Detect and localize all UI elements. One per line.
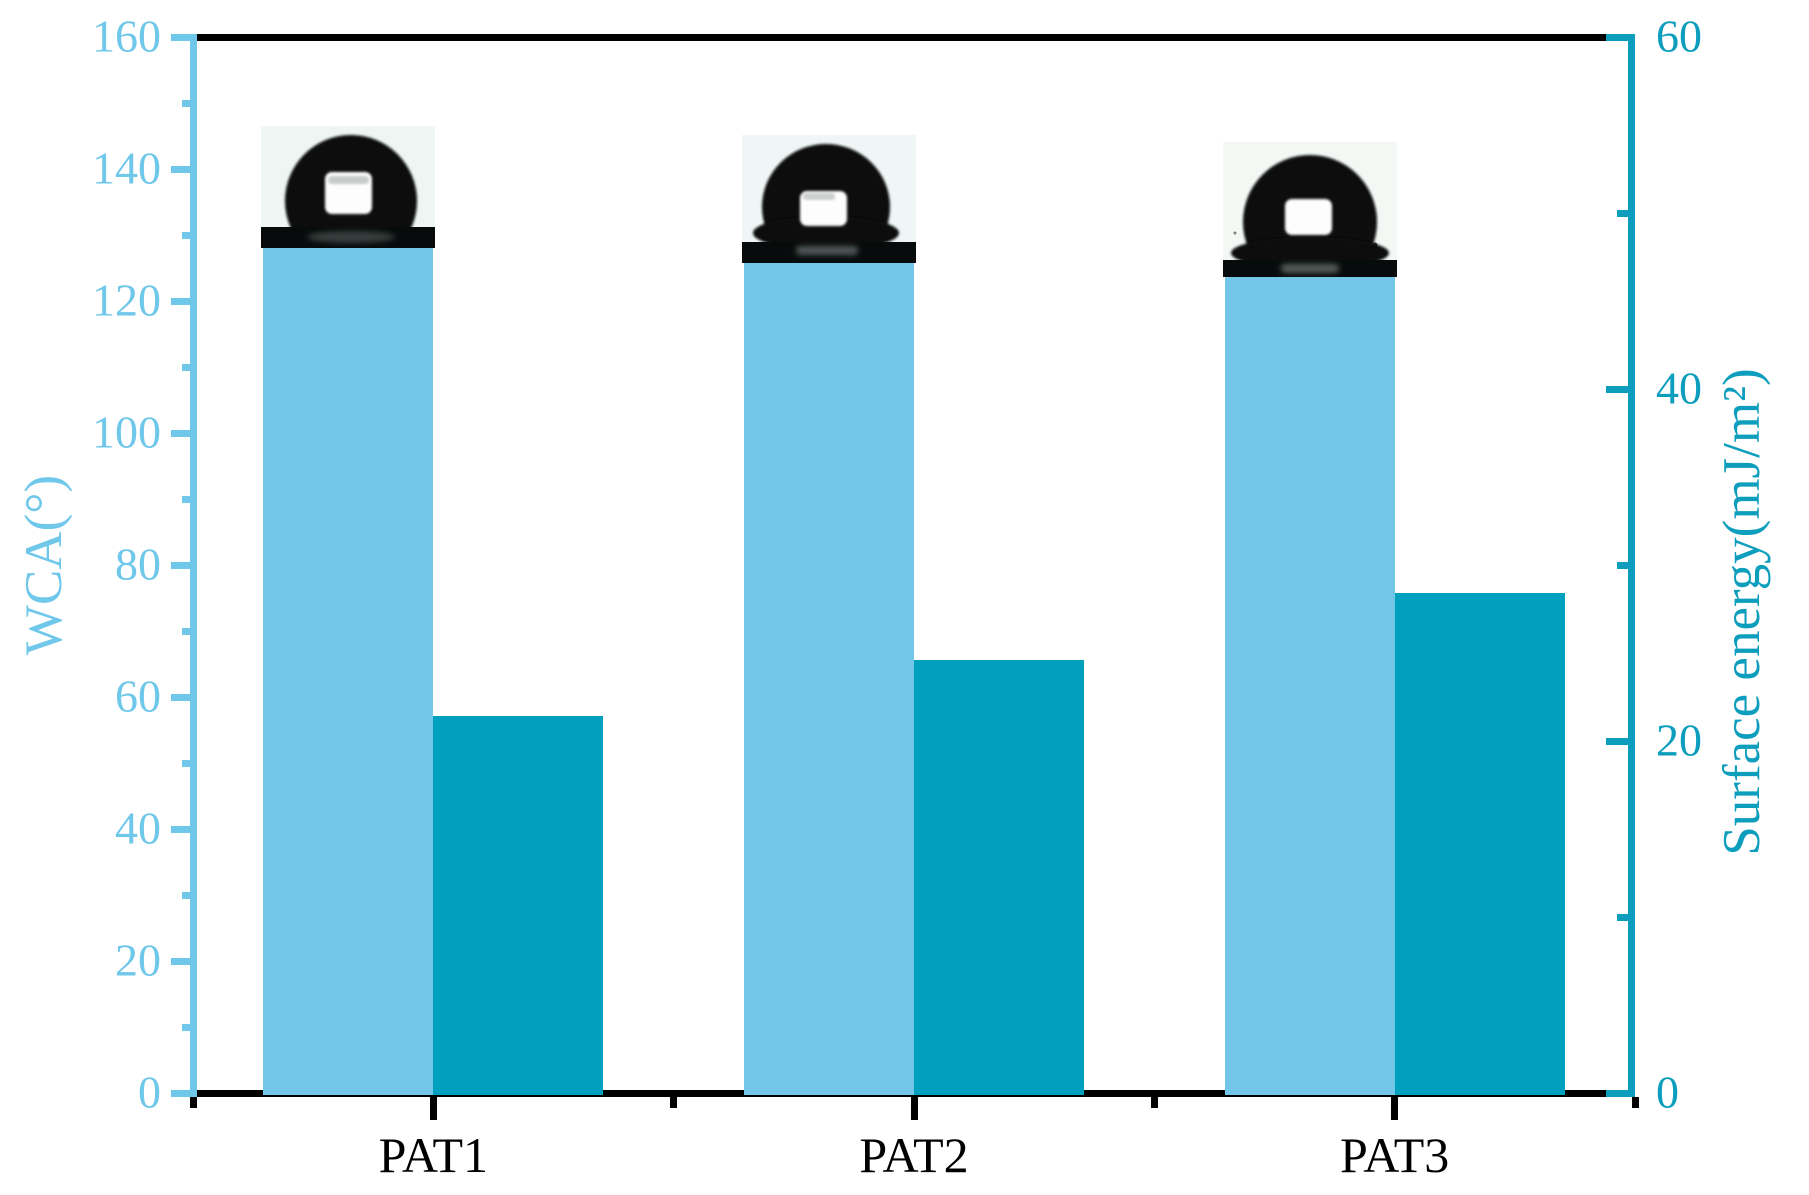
right-axis-tick [1617, 913, 1628, 921]
plot-frame-top-line [190, 34, 1607, 41]
droplet-reflection [307, 231, 396, 244]
bar-wca-pat1 [263, 248, 434, 1095]
left-axis-tick [171, 33, 193, 41]
left-axis-tick-label: 80 [115, 538, 161, 590]
left-axis-tick [182, 231, 193, 239]
bar-wca-pat2 [744, 263, 914, 1095]
bar-surface-energy-pat3 [1394, 593, 1565, 1095]
right-axis-line [1628, 34, 1635, 1097]
left-axis-tick-label: 160 [92, 10, 161, 62]
light-highlight [1284, 199, 1332, 236]
right-axis-tick [1606, 737, 1628, 745]
x-axis-tick-label: PAT1 [378, 1127, 488, 1183]
x-axis-tick [1391, 1097, 1399, 1120]
right-axis-tick [1617, 561, 1628, 569]
right-axis-tick [1617, 209, 1628, 217]
left-axis-tick-label: 140 [92, 142, 161, 194]
left-axis-tick-label: 60 [115, 670, 161, 722]
left-axis-tick [171, 957, 193, 965]
x-axis-boundary-tick [1631, 1097, 1639, 1108]
x-axis-tick [910, 1097, 918, 1120]
left-axis-tick-label: 40 [115, 802, 161, 854]
left-axis-tick [171, 429, 193, 437]
right-axis-tick [1606, 33, 1628, 41]
left-axis-tick-label: 20 [115, 934, 161, 986]
left-axis-tick [182, 891, 193, 899]
left-axis-tick [171, 1089, 193, 1097]
right-axis-tick [1606, 1089, 1628, 1097]
right-axis-tick-label: 60 [1656, 10, 1702, 62]
droplet-reflection [796, 246, 858, 256]
x-axis-boundary-tick [189, 1097, 197, 1108]
right-axis-tick-label: 20 [1656, 714, 1702, 766]
bar-surface-energy-pat1 [433, 716, 604, 1095]
droplet-reflection [1280, 264, 1339, 274]
right-axis-tick-label: 40 [1656, 362, 1702, 414]
left-axis-tick [171, 825, 193, 833]
left-axis-tick-label: 0 [138, 1066, 161, 1118]
highlight-streak [328, 176, 370, 185]
left-axis-tick [182, 363, 193, 371]
x-axis-boundary-tick [670, 1097, 678, 1108]
left-axis-tick [182, 627, 193, 635]
left-axis-tick-label: 120 [92, 274, 161, 326]
right-axis-title: Surface energy(mJ/m²) [1713, 368, 1771, 856]
left-axis-line [190, 34, 197, 1097]
droplet-photo-pat2 [742, 135, 916, 264]
droplet-photo-pat3 [1222, 142, 1397, 278]
x-axis-tick [429, 1097, 437, 1120]
left-axis-tick [171, 297, 193, 305]
stray-speck [1233, 231, 1237, 235]
stray-speck [1372, 242, 1378, 248]
bar-wca-pat3 [1224, 277, 1395, 1095]
droplet-photo-pat1 [261, 126, 436, 249]
left-axis-title: WCA(°) [15, 474, 73, 656]
left-axis-tick [171, 561, 193, 569]
left-axis-tick [182, 495, 193, 503]
x-axis-boundary-tick [1150, 1097, 1158, 1108]
left-axis-tick [171, 165, 193, 173]
highlight-streak [803, 193, 835, 201]
droplet-base-flare [753, 216, 899, 251]
right-axis-tick [1606, 385, 1628, 393]
bar-surface-energy-pat2 [914, 660, 1084, 1095]
x-axis-tick-label: PAT2 [859, 1127, 969, 1183]
left-axis-tick [171, 693, 193, 701]
left-axis-tick [182, 759, 193, 767]
left-axis-tick-label: 100 [92, 406, 161, 458]
left-axis-tick [182, 99, 193, 107]
left-axis-tick [182, 1023, 193, 1031]
x-axis-tick-label: PAT3 [1339, 1127, 1450, 1183]
right-axis-tick-label: 0 [1656, 1066, 1679, 1118]
